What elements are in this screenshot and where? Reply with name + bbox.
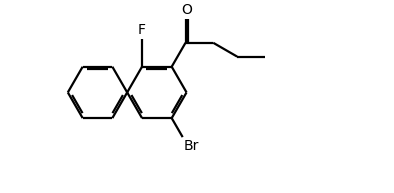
Text: Br: Br xyxy=(184,139,199,153)
Text: O: O xyxy=(182,3,192,17)
Text: F: F xyxy=(138,23,146,37)
